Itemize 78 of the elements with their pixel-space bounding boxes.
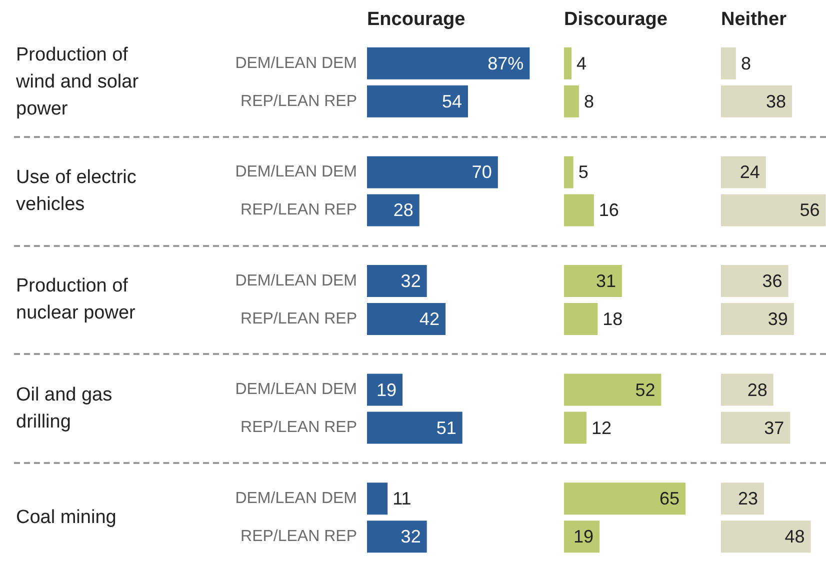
bar [367, 47, 530, 80]
y-tick-label: Coal mining [16, 506, 116, 528]
bar [564, 194, 594, 226]
bar [367, 412, 462, 444]
data-label: 39 [768, 308, 788, 329]
text: DEM/LEAN DEM [235, 490, 357, 508]
bar [721, 265, 788, 297]
text: DEM/LEAN DEM [235, 381, 357, 398]
data-label: 18 [602, 308, 623, 329]
data-label: 19 [376, 380, 397, 400]
bar [721, 156, 766, 188]
bar [367, 194, 420, 226]
bar [721, 412, 790, 444]
bar [367, 482, 388, 515]
bar [721, 194, 826, 226]
data-label: 16 [598, 200, 619, 220]
y-tick-label: Production of nuclear power [16, 276, 136, 324]
y-tick-label: Oil and gas drilling [16, 384, 112, 433]
data-label: 12 [591, 418, 612, 438]
data-label: 48 [784, 526, 805, 547]
data-label: 31 [596, 270, 616, 291]
data-label: 8 [740, 53, 751, 74]
data-label: 28 [393, 200, 414, 220]
data-label: 70 [472, 162, 492, 182]
bar [564, 303, 598, 335]
data-label: 42 [420, 308, 440, 329]
bar [721, 482, 764, 515]
bar [367, 374, 403, 406]
bar [564, 85, 579, 118]
data-label: 54 [442, 91, 462, 112]
text: DEM/LEAN DEM [235, 164, 357, 181]
data-label: 36 [762, 270, 782, 291]
data-label: 51 [436, 418, 456, 438]
bar [367, 520, 427, 553]
data-label: 87% [488, 53, 524, 74]
series-label: DEM/LEAN DEM [235, 54, 357, 72]
bar [564, 156, 574, 188]
bar [721, 85, 792, 118]
y-tick-label: Production of wind and solar power [15, 44, 140, 120]
data-label: 28 [747, 380, 768, 400]
data-label: 32 [400, 270, 421, 291]
text: REP/LEAN REP [240, 202, 357, 219]
text: REP/LEAN REP [240, 419, 357, 436]
bar [564, 482, 686, 515]
data-label: 37 [764, 418, 784, 438]
bar [721, 374, 774, 406]
text: REP/LEAN REP [240, 310, 357, 328]
text: REP/LEAN REP [240, 528, 357, 546]
data-label: 23 [738, 488, 758, 509]
data-label: 19 [574, 526, 594, 547]
data-label: 5 [578, 162, 588, 182]
data-label: 24 [740, 162, 760, 182]
bar [564, 520, 600, 553]
bar [367, 85, 468, 118]
data-label: 32 [400, 526, 421, 547]
data-label: 38 [766, 91, 786, 112]
series-label: REP/LEAN REP [240, 92, 357, 110]
text: Neither [721, 9, 788, 30]
bar [721, 520, 811, 553]
bar [564, 374, 662, 406]
data-label: 8 [584, 91, 594, 112]
data-label: 65 [660, 488, 680, 509]
data-label: 4 [576, 53, 586, 74]
chart-title: Discourage [564, 9, 668, 30]
data-label: 56 [800, 200, 820, 220]
data-label: 11 [392, 488, 412, 509]
bar [721, 47, 736, 80]
bar [564, 265, 622, 297]
bar [564, 47, 572, 80]
data-label: 52 [635, 380, 656, 400]
y-tick-label: Use of electric vehicles [16, 166, 136, 215]
chart-title: Encourage [367, 9, 466, 30]
text: DEM/LEAN DEM [235, 272, 357, 290]
bar [367, 156, 498, 188]
bar [721, 303, 794, 335]
bar [564, 412, 586, 444]
bar [367, 265, 427, 297]
bar [367, 303, 446, 335]
